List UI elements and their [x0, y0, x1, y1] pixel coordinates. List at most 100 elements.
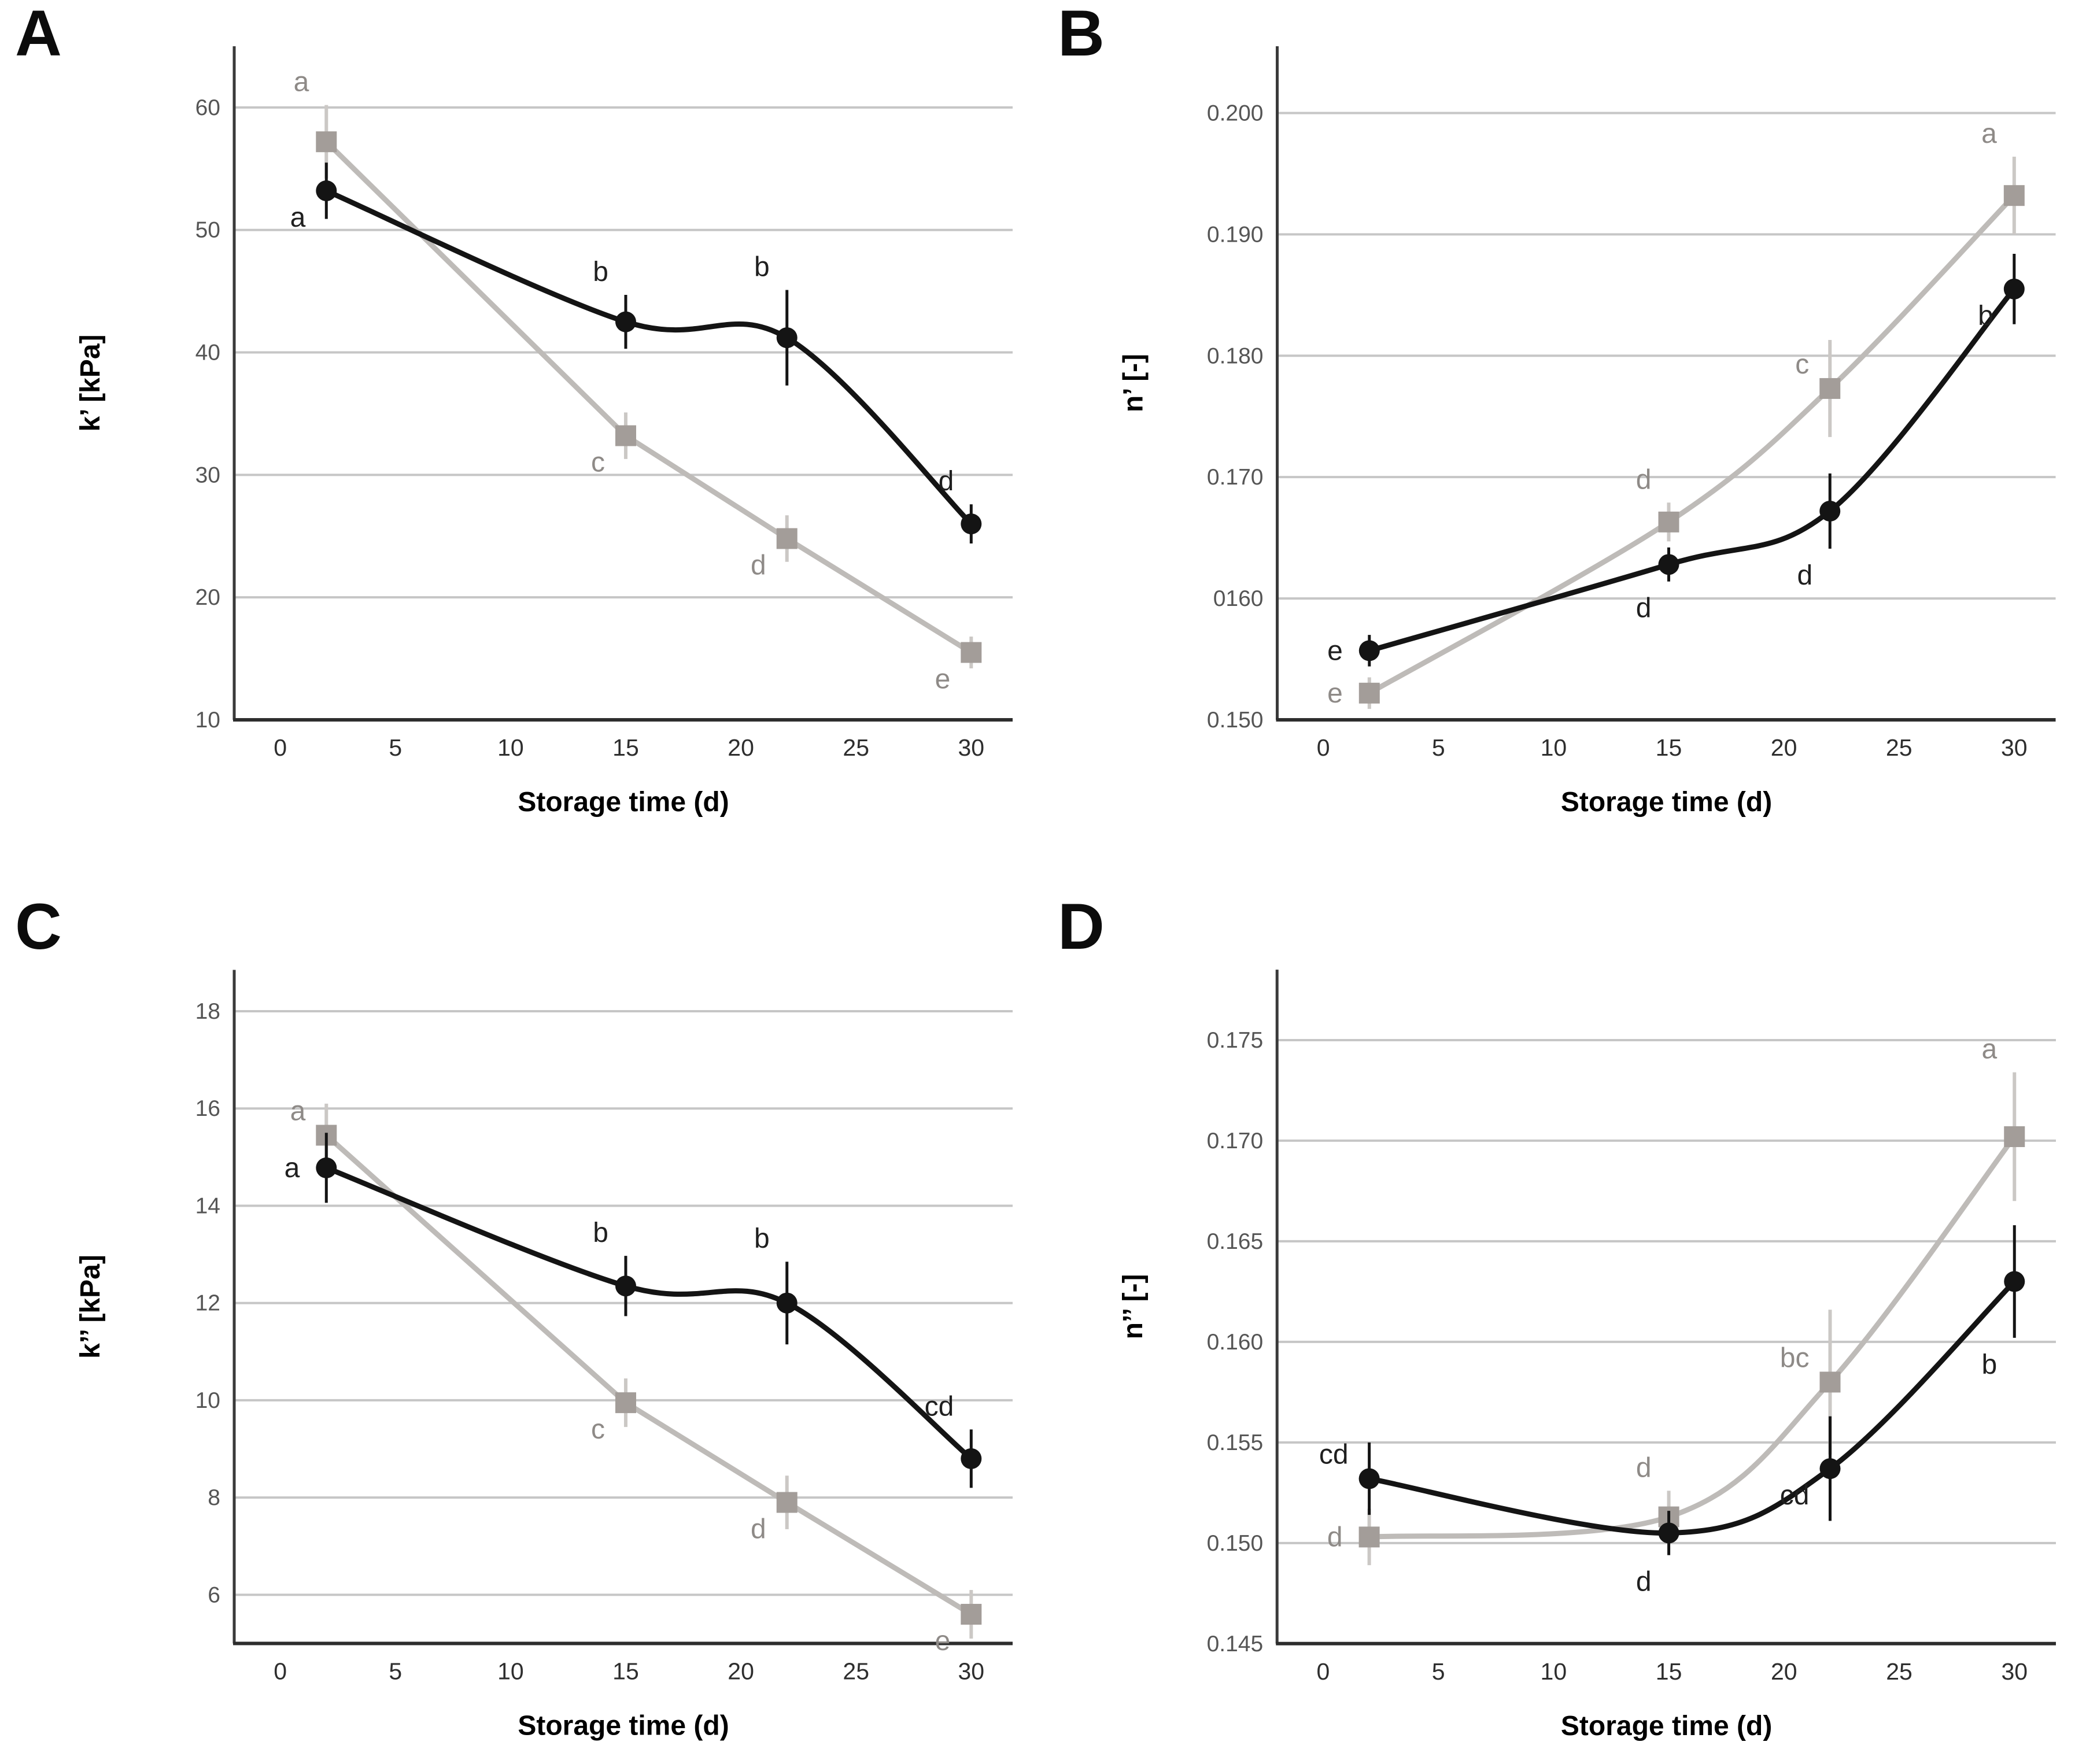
y-tick-label: 10: [195, 1388, 220, 1413]
black-circle-series: e d d b: [1327, 253, 2025, 667]
y-tick-label: 16: [195, 1096, 220, 1121]
chart-n-prime: 0.150 0160 0.170 0.180 0.190 0.200 0 5 10 15 20 25 3…: [1118, 46, 2056, 818]
significance-letter: b: [593, 1218, 608, 1248]
significance-letter: bc: [1780, 1343, 1810, 1373]
series-line: [1367, 193, 2017, 696]
x-tick-label: 15: [1656, 734, 1682, 761]
significance-letter: c: [591, 1414, 605, 1445]
significance-letter: c: [1795, 349, 1809, 380]
x-tick-labels: 0 5 10 15 20 25 30: [1317, 734, 2028, 761]
x-tick-label: 10: [497, 734, 524, 761]
data-point-marker: [961, 513, 982, 535]
x-tick-label: 25: [843, 734, 869, 761]
gridlines: [1277, 1038, 2056, 1544]
x-tick-label: 5: [389, 734, 402, 761]
significance-letter: a: [285, 1153, 300, 1184]
significance-letter: d: [1797, 560, 1813, 591]
gridlines: [234, 106, 1013, 599]
series-line: [1367, 1134, 2017, 1540]
y-tick-label: 10: [195, 708, 220, 733]
significance-letter: e: [1327, 635, 1343, 666]
y-tick-label: 8: [208, 1485, 220, 1510]
data-point-marker: [1819, 378, 1841, 399]
data-point-marker: [961, 1604, 982, 1625]
significance-letter: d: [751, 1514, 766, 1545]
gridlines: [1277, 112, 2056, 600]
y-axis-label: k’ [kPa]: [75, 334, 106, 431]
significance-letter: d: [1636, 1567, 1652, 1597]
data-point-marker: [1819, 500, 1841, 522]
significance-letter: d: [751, 550, 766, 581]
significance-letter: cd: [925, 1391, 954, 1422]
y-tick-label: 20: [195, 585, 220, 610]
data-point-marker: [316, 1157, 337, 1178]
panel-letter-d: D: [1058, 890, 1105, 963]
significance-letter: d: [1327, 1522, 1343, 1552]
y-axis-label: n’ [-]: [1118, 354, 1149, 412]
significance-letter: cd: [1780, 1480, 1810, 1511]
x-tick-label: 25: [1886, 734, 1913, 761]
data-point-marker: [1819, 1458, 1841, 1480]
significance-letter: e: [1327, 678, 1343, 709]
data-point-marker: [776, 528, 798, 549]
significance-letter: d: [1636, 593, 1652, 624]
y-tick-label: 50: [195, 218, 220, 243]
y-tick-label: 0.155: [1207, 1430, 1264, 1455]
significance-letter: a: [1982, 1034, 1998, 1065]
data-point-marker: [961, 642, 982, 663]
significance-letter: b: [1982, 1349, 1998, 1380]
chart-k-prime: 10 20 30 40 50 60 0 5 10 15 20 25 30 Storage time (d)…: [75, 46, 1013, 818]
gray-square-series: e d c a: [1327, 119, 2025, 709]
significance-letter: e: [935, 664, 951, 695]
y-tick-label: 0.175: [1207, 1028, 1264, 1053]
y-tick-label: 0.150: [1207, 708, 1264, 733]
x-tick-label: 25: [1886, 1658, 1913, 1685]
significance-letter: d: [939, 466, 954, 497]
series-line: [323, 1132, 974, 1617]
y-axis-label: k’’ [kPa]: [75, 1255, 106, 1359]
x-axis-label: Storage time (d): [1561, 1711, 1773, 1741]
data-point-marker: [1819, 1371, 1841, 1393]
data-point-marker: [316, 180, 337, 201]
x-tick-label: 0: [1317, 734, 1330, 761]
x-tick-labels: 0 5 10 15 20 25 30: [1317, 1658, 2028, 1685]
x-tick-label: 30: [2001, 734, 2028, 761]
x-tick-labels: 0 5 10 15 20 25 30: [274, 734, 984, 761]
x-tick-label: 15: [612, 1658, 639, 1685]
black-circle-series: a b b d: [290, 162, 982, 543]
y-tick-label: 0.160: [1207, 1330, 1264, 1355]
x-tick-label: 0: [1317, 1658, 1330, 1685]
data-point-marker: [2004, 1126, 2025, 1147]
y-tick-label: 40: [195, 341, 220, 365]
y-tick-label: 18: [195, 999, 220, 1024]
x-tick-label: 5: [1432, 1658, 1445, 1685]
data-point-marker: [615, 311, 636, 332]
data-point-marker: [776, 1492, 798, 1513]
y-tick-labels: 0.150 0160 0.170 0.180 0.190 0.200: [1207, 101, 1264, 733]
significance-letter: b: [1978, 301, 1993, 331]
x-axis-label: Storage time (d): [518, 787, 729, 818]
data-point-marker: [615, 425, 636, 446]
chart-k-double-prime: 6 8 10 12 14 16 18 0 5 10 15 20 25 30 Storage time (d)…: [75, 970, 1013, 1741]
data-point-marker: [961, 1448, 982, 1469]
panel-letter-c: C: [15, 890, 62, 963]
significance-letter: e: [935, 1626, 951, 1656]
chart-n-double-prime: 0.145 0.150 0.155 0.160 0.165 0.170 0.175 0 5 10 1…: [1118, 970, 2056, 1741]
y-tick-labels: 6 8 10 12 14 16 18: [195, 999, 220, 1607]
y-tick-label: 0.165: [1207, 1229, 1264, 1254]
y-tick-label: 0.180: [1207, 343, 1264, 368]
series-line: [1367, 286, 2017, 653]
y-tick-label: 30: [195, 463, 220, 487]
y-tick-label: 12: [195, 1291, 220, 1316]
x-tick-label: 20: [728, 734, 754, 761]
x-tick-labels: 0 5 10 15 20 25 30: [274, 1658, 984, 1685]
x-tick-label: 10: [497, 1658, 524, 1685]
significance-letter: a: [1981, 119, 1997, 149]
data-point-marker: [1358, 1468, 1380, 1489]
x-tick-label: 30: [2001, 1658, 2028, 1685]
significance-letter: a: [294, 67, 309, 98]
significance-letter: cd: [1319, 1439, 1349, 1470]
data-point-marker: [1658, 1522, 1679, 1544]
significance-letter: a: [290, 1096, 306, 1126]
